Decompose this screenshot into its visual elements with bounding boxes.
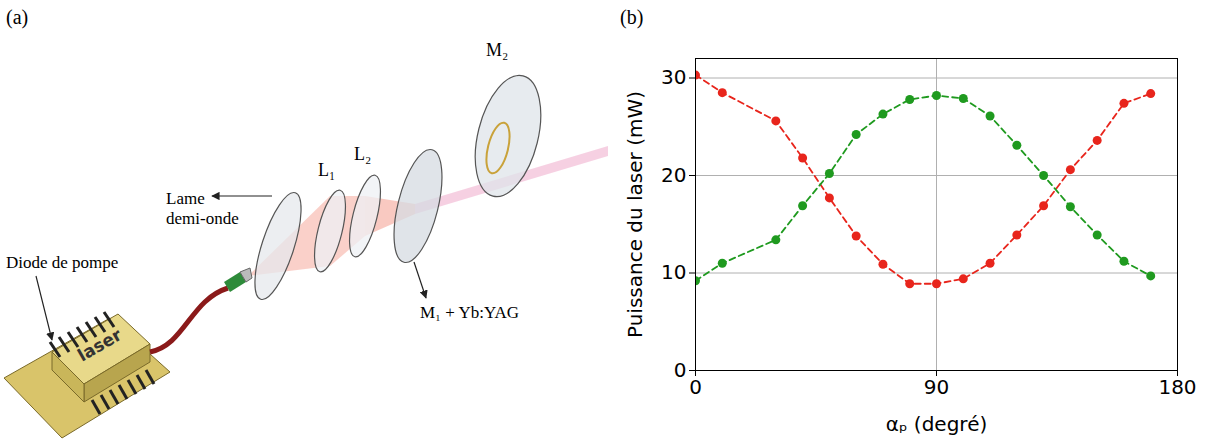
svg-text:90: 90 <box>924 375 949 399</box>
svg-text:M₁ + Yb:YAG: M₁ + Yb:YAG <box>420 303 519 322</box>
svg-text:0: 0 <box>674 358 687 382</box>
svg-text:laser: laser <box>74 324 126 365</box>
svg-text:M₂: M₂ <box>486 40 508 60</box>
svg-text:Lamedemi-onde: Lamedemi-onde <box>166 189 239 228</box>
svg-text:20: 20 <box>661 163 686 187</box>
svg-text:Diode de pompe: Diode de pompe <box>6 253 118 272</box>
svg-text:0: 0 <box>689 375 702 399</box>
svg-text:(a): (a) <box>6 6 28 29</box>
svg-text:30: 30 <box>661 65 686 89</box>
svg-text:αₚ (degré): αₚ (degré) <box>886 412 988 436</box>
svg-text:Puissance du laser (mW): Puissance du laser (mW) <box>623 91 647 338</box>
svg-text:180: 180 <box>1158 375 1196 399</box>
html-text:(b): (b) <box>620 6 644 28</box>
svg-text:10: 10 <box>661 260 686 284</box>
svg-text:L₂: L₂ <box>354 144 371 164</box>
svg-text:L₁: L₁ <box>318 160 335 180</box>
